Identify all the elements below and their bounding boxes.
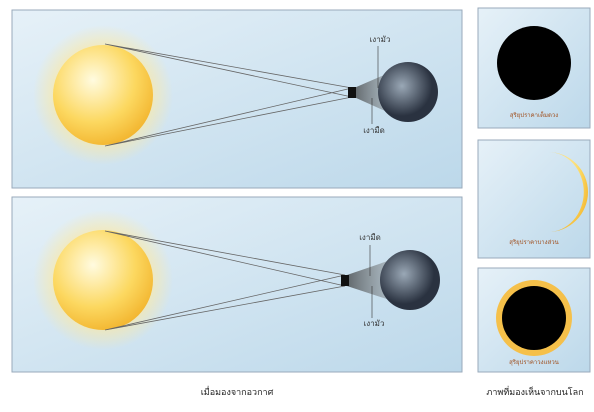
caption: เมื่อมองจากอวกาศ [201,385,274,398]
moon [348,87,356,98]
label: สุริยุปราคาบางส่วน [509,239,558,246]
label: สุริยุปราคาวงแหวน [509,359,559,366]
label: เงามืด [363,126,385,135]
sun [53,230,153,330]
caption: ภาพที่มองเห็นจากบนโลก [486,385,583,398]
moon-disk [502,286,566,350]
label: เงามืด [359,233,381,242]
eclipsed-sun [497,26,571,100]
earth-view-partial: สุริยุปราคาบางส่วน [478,140,590,258]
earth-view-annular: สุริยุปราคาวงแหวน [478,268,590,372]
label: เงามัว [364,319,385,328]
space-view-total: เงามัว เงามืด [12,10,462,188]
earth-view-total: สุริยุปราคาเต็มดวง [478,8,590,128]
label: สุริยุปราคาเต็มดวง [510,110,558,119]
space-view-annular: เงามืด เงามัว [12,197,462,372]
label: เงามัว [370,35,391,44]
earth [380,250,440,310]
moon [341,275,349,286]
sun [53,45,153,145]
eclipse-diagram: เงามัว เงามืด เงามืด เงามัว สุริยุปราคาเ… [0,0,594,408]
earth [378,62,438,122]
